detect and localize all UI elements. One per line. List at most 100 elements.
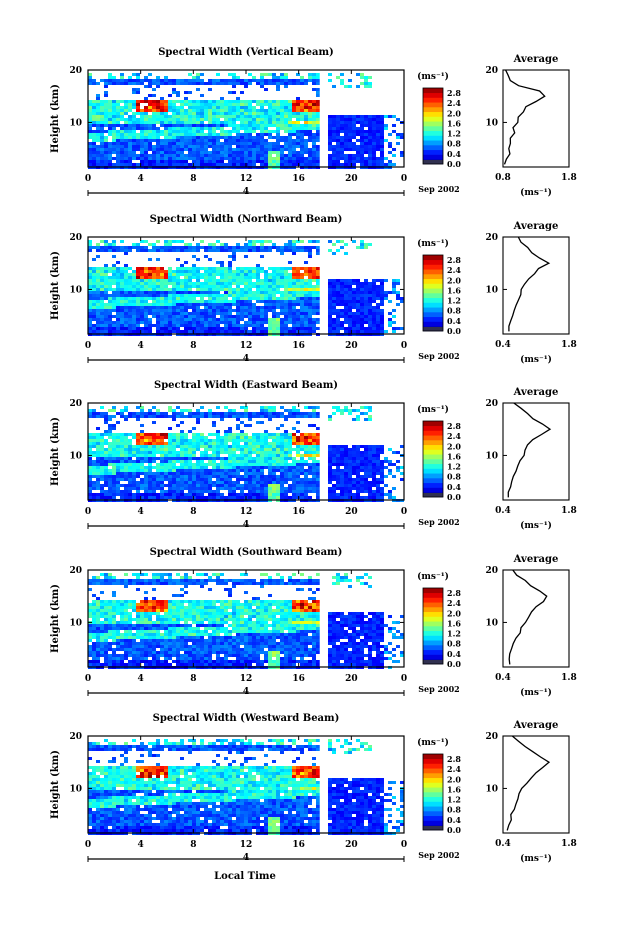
x-tick-label: 8 <box>190 341 196 351</box>
x-tick-label: 12 <box>240 507 253 517</box>
x-tick-label: 20 <box>345 674 358 684</box>
x-tick-label: 4 <box>138 341 144 351</box>
avg-x-axis-label: (ms⁻¹) <box>520 687 552 698</box>
panel-5: Spectral Width (Westward Beam)0 4 8 12 16 20 0… <box>50 713 577 864</box>
colorbar-tick-label: 2.4 <box>447 98 461 108</box>
avg-y-tick-label: 10 <box>485 118 498 128</box>
avg-x-tick-label: 1.8 <box>561 673 577 683</box>
avg-x-tick-label: 1.8 <box>561 506 577 516</box>
average-frame <box>503 736 569 833</box>
colorbar-segment <box>423 792 443 797</box>
colorbar-segment <box>423 298 443 303</box>
avg-y-tick-label: 20 <box>485 399 498 409</box>
colorbar-tick-label: 2.8 <box>447 588 461 598</box>
colorbar-segment <box>423 255 443 260</box>
colorbar-tick-label: 2.0 <box>447 608 461 618</box>
colorbar-segment <box>423 598 443 603</box>
colorbar-segment <box>423 464 443 469</box>
colorbar-unit: (ms⁻¹) <box>417 404 449 415</box>
colorbar-segment <box>423 478 443 483</box>
colorbar-segment <box>423 459 443 464</box>
average-title: Average <box>513 554 559 565</box>
colorbar-segment <box>423 269 443 274</box>
avg-x-axis-label: (ms⁻¹) <box>520 520 552 531</box>
colorbar-segment <box>423 145 443 150</box>
x-tick-label: 0 <box>85 840 91 850</box>
colorbar-tick-label: 0.8 <box>447 805 461 815</box>
y-tick-label: 10 <box>69 285 82 295</box>
data-gap <box>320 570 326 667</box>
colorbar-segment <box>423 93 443 98</box>
panel-title: Spectral Width (Vertical Beam) <box>158 47 334 58</box>
colorbar-tick-label: 0.4 <box>447 815 461 825</box>
colorbar-segment <box>423 445 443 450</box>
x-tick-label: 12 <box>240 674 253 684</box>
colorbar-segment <box>423 811 443 816</box>
colorbar-segment <box>423 426 443 431</box>
colorbar-segment <box>423 88 443 93</box>
avg-y-tick-label: 10 <box>485 285 498 295</box>
panel-3: Spectral Width (Eastward Beam)0 4 8 12 16 20 0… <box>50 380 577 531</box>
data-gap <box>320 70 326 167</box>
colorbar-under <box>423 327 443 331</box>
colorbar-segment <box>423 307 443 312</box>
avg-y-tick-label: 10 <box>485 784 498 794</box>
panel-title: Spectral Width (Northward Beam) <box>150 214 343 225</box>
colorbar-tick-label: 0.0 <box>447 326 461 336</box>
colorbar-segment <box>423 140 443 145</box>
colorbar-segment <box>423 617 443 622</box>
date-label: Sep 2002 <box>418 517 460 527</box>
colorbar-tick-label: 2.0 <box>447 441 461 451</box>
x-tick-label: 20 <box>345 341 358 351</box>
colorbar-segment <box>423 454 443 459</box>
x-tick-label: 16 <box>292 674 305 684</box>
colorbar-segment <box>423 107 443 112</box>
colorbar-segment <box>423 421 443 426</box>
x-tick-label: 4 <box>138 674 144 684</box>
panel-title: Spectral Width (Eastward Beam) <box>154 380 338 391</box>
y-tick-label: 20 <box>69 399 82 409</box>
colorbar-segment <box>423 440 443 445</box>
colorbar-segment <box>423 612 443 617</box>
colorbar-segment <box>423 279 443 284</box>
average-frame <box>503 570 569 667</box>
colorbar-segment <box>423 787 443 792</box>
colorbar-tick-label: 0.8 <box>447 306 461 316</box>
colorbar-tick-label: 2.8 <box>447 88 461 98</box>
colorbar-segment <box>423 131 443 136</box>
average-frame <box>503 403 569 500</box>
heatmap <box>88 406 404 502</box>
colorbar-segment <box>423 821 443 826</box>
colorbar-segment <box>423 806 443 811</box>
colorbar-segment <box>423 317 443 322</box>
colorbar-segment <box>423 488 443 493</box>
colorbar-segment <box>423 312 443 317</box>
colorbar-tick-label: 2.8 <box>447 421 461 431</box>
colorbar-tick-label: 2.0 <box>447 774 461 784</box>
x-tick-label: 0 <box>85 507 91 517</box>
y-axis-label: Height (km) <box>50 251 61 320</box>
colorbar-tick-label: 1.2 <box>447 629 461 639</box>
colorbar-segment <box>423 768 443 773</box>
colorbar-segment <box>423 655 443 660</box>
avg-x-tick-label: 0.4 <box>495 340 511 350</box>
y-axis-label: Height (km) <box>50 584 61 653</box>
colorbar-segment <box>423 473 443 478</box>
y-tick-label: 10 <box>69 118 82 128</box>
x-tick-label: 8 <box>190 174 196 184</box>
colorbar-tick-label: 2.4 <box>447 764 461 774</box>
colorbar-tick-label: 1.6 <box>447 618 461 628</box>
data-gap <box>320 237 326 334</box>
colorbar-segment <box>423 260 443 265</box>
x-tick-label: 0 <box>85 341 91 351</box>
data-gap <box>320 403 326 500</box>
colorbar-segment <box>423 469 443 474</box>
y-axis-label: Height (km) <box>50 84 61 153</box>
panel-title: Spectral Width (Southward Beam) <box>150 547 343 558</box>
colorbar-under <box>423 493 443 497</box>
colorbar-under <box>423 826 443 830</box>
avg-y-tick-label: 10 <box>485 451 498 461</box>
colorbar-tick-label: 0.4 <box>447 316 461 326</box>
colorbar-segment <box>423 98 443 103</box>
day-label: 4 <box>243 354 249 364</box>
